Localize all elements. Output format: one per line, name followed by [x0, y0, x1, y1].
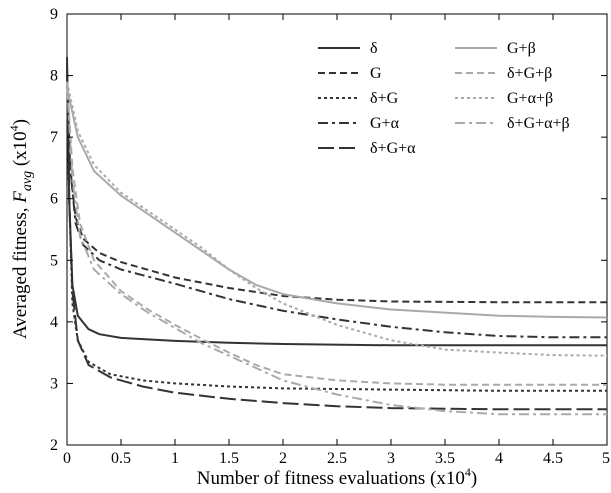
- series-line: [66, 63, 607, 411]
- x-tick-label: 0.5: [111, 450, 131, 467]
- series-line: [66, 87, 608, 319]
- y-tick-label: 9: [50, 6, 58, 23]
- legend-label: δ+G+α+β: [507, 115, 570, 132]
- x-tick-label: 0: [63, 450, 71, 467]
- x-axis-title: Number of fitness evaluations (x104): [197, 465, 477, 489]
- legend-label: G+α: [370, 115, 400, 132]
- y-tick-label: 2: [50, 437, 58, 454]
- y-axis-title: Averaged fitness, Favg (x104): [7, 119, 35, 339]
- x-tick-label: 2.5: [327, 450, 347, 467]
- legend-label: δ+G+β: [507, 65, 552, 82]
- series-lines: [66, 57, 608, 416]
- x-tick-label: 1.5: [219, 450, 239, 467]
- y-tick-label: 3: [50, 375, 58, 392]
- y-tick-label: 6: [50, 191, 58, 208]
- series-line: [66, 75, 607, 339]
- y-tick-label: 8: [50, 68, 58, 85]
- legend-label: G: [370, 65, 382, 82]
- x-tick-label: 3: [387, 450, 395, 467]
- y-tick-label: 7: [50, 129, 58, 146]
- series-line: [66, 81, 607, 386]
- legend-label: G+α+β: [507, 90, 553, 107]
- y-tick-label: 5: [50, 252, 58, 269]
- legend-label: δ+G: [370, 90, 399, 107]
- x-tick-label: 4.5: [543, 450, 563, 467]
- ticks: 0 0.5 1 1.5 2 2.5 3 3.5 4 4.5 5 2 3 4 5 6 7 8 9: [50, 6, 610, 467]
- y-tick-label: 4: [50, 314, 58, 331]
- x-tick-label: 2: [279, 450, 287, 467]
- series-line: [66, 69, 607, 392]
- series-line: [66, 75, 607, 304]
- legend-label: G+β: [507, 40, 536, 57]
- series-line: [66, 81, 607, 416]
- x-tick-label: 1: [171, 450, 179, 467]
- legend-label: δ+G+α: [370, 140, 416, 157]
- legend: δGδ+G G+α δ+G+α G+β δ+G+β G+α+β δ+G+α+β: [318, 40, 570, 157]
- legend-label: δ: [370, 40, 378, 57]
- x-tick-label: 3.5: [435, 450, 455, 467]
- x-tick-label: 4: [495, 450, 503, 467]
- x-tick-label: 5: [602, 450, 610, 467]
